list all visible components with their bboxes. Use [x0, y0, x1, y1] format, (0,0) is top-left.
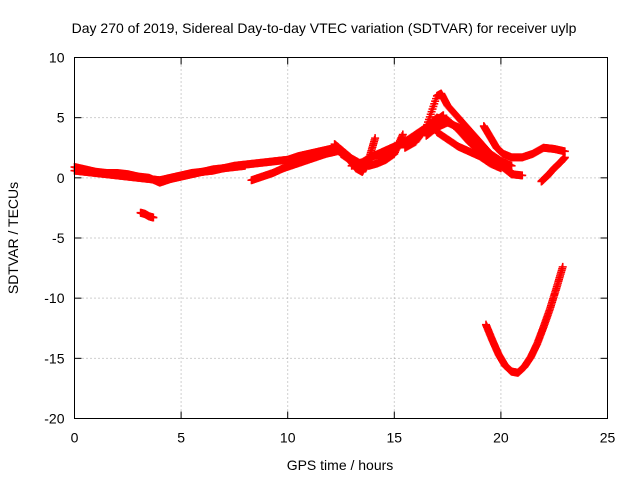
- data-point: [507, 161, 516, 170]
- x-tick-label: 20: [493, 430, 509, 446]
- y-axis-label: SDTVAR / TECUs: [5, 182, 21, 294]
- data-point: [518, 171, 527, 180]
- axis-ticks: 0 5 10 15 20 25 -20 -15 -10 -5 0 5 10: [44, 50, 615, 446]
- y-tick-label: -20: [44, 411, 64, 427]
- y-tick-label: -10: [44, 290, 64, 306]
- x-tick-label: 25: [600, 430, 616, 446]
- x-tick-label: 15: [387, 430, 403, 446]
- series-arc-offset-a: [70, 161, 250, 187]
- chart-title: Day 270 of 2019, Sidereal Day-to-day VTE…: [72, 20, 577, 36]
- x-tick-label: 5: [177, 430, 185, 446]
- data-point: [558, 262, 567, 271]
- data-point: [421, 124, 430, 133]
- data-point: [241, 161, 250, 170]
- data-point: [560, 153, 569, 162]
- y-tick-label: 0: [57, 170, 65, 186]
- y-tick-label: -5: [52, 230, 65, 246]
- series-arc-f: [422, 118, 516, 170]
- y-tick-label: 5: [57, 110, 65, 126]
- x-axis-label: GPS time / hours: [287, 457, 394, 473]
- x-tick-label: 0: [71, 430, 79, 446]
- series-arc-g: [432, 128, 505, 173]
- y-tick-label: -15: [44, 350, 64, 366]
- data-points: [70, 89, 569, 377]
- y-tick-label: 10: [49, 50, 65, 66]
- series-arc-mid: [247, 147, 341, 185]
- series-arc-i: [537, 153, 569, 186]
- data-point: [371, 134, 380, 143]
- data-point: [496, 164, 505, 173]
- series-arc-dip: [136, 208, 158, 222]
- x-tick-label: 10: [280, 430, 296, 446]
- data-point: [149, 213, 158, 222]
- data-point: [398, 130, 407, 139]
- series-arc-deep: [481, 262, 567, 377]
